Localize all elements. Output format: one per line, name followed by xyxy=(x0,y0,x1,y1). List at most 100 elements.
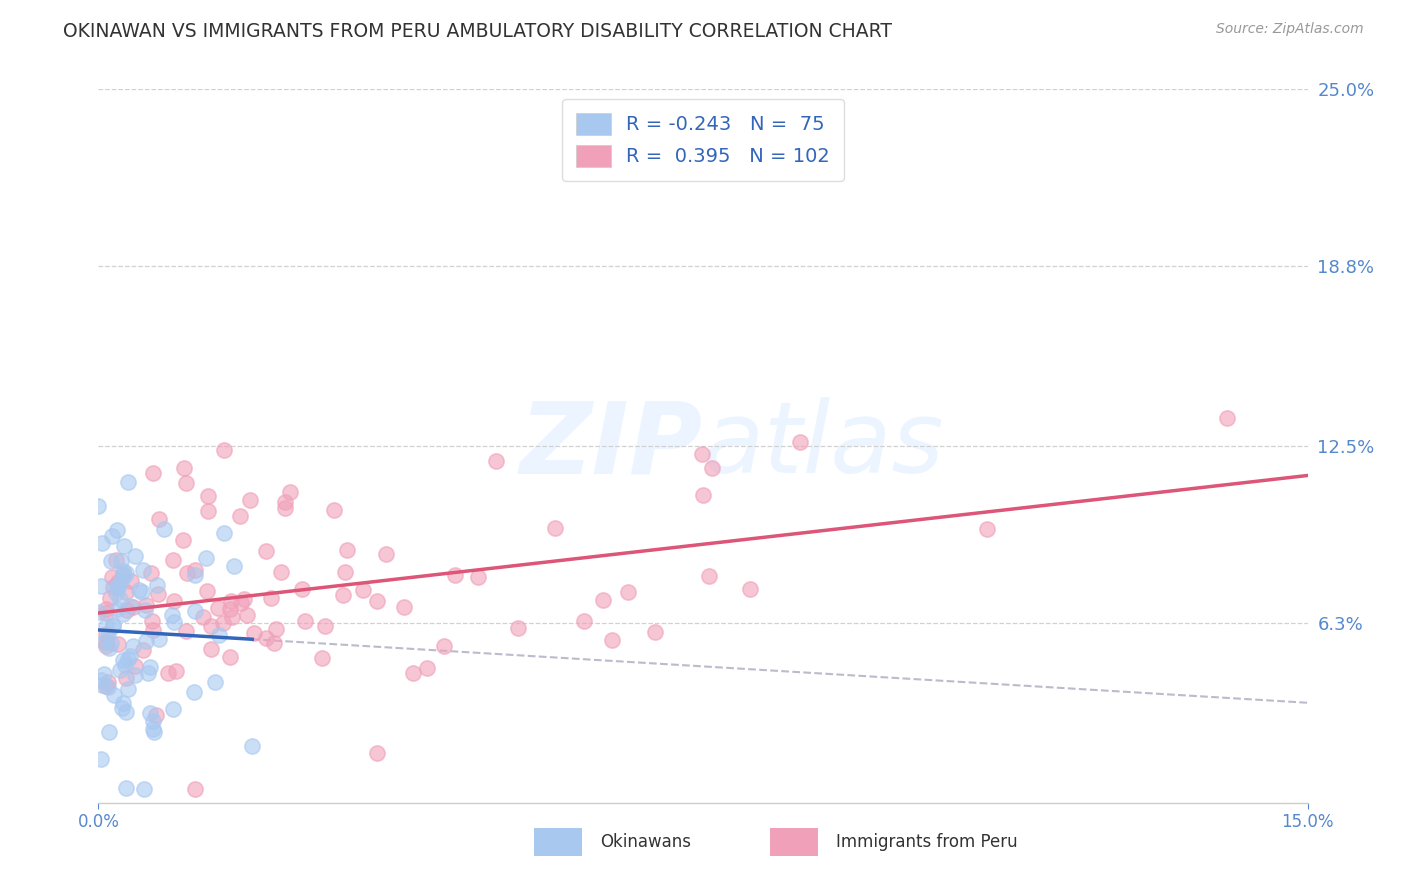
Point xyxy=(212,526,235,541)
Point xyxy=(366,594,388,608)
Point xyxy=(97,628,120,642)
Point xyxy=(195,583,218,598)
Point xyxy=(90,752,112,766)
Point xyxy=(121,599,143,614)
Point xyxy=(115,705,138,719)
Point xyxy=(163,615,186,630)
Point xyxy=(242,625,264,640)
Point xyxy=(219,602,242,616)
Point xyxy=(105,579,128,593)
Point xyxy=(394,600,416,615)
Point xyxy=(98,725,121,739)
Text: Immigrants from Peru: Immigrants from Peru xyxy=(837,833,1018,851)
Point xyxy=(98,640,121,655)
Point xyxy=(96,627,118,641)
Point xyxy=(153,522,176,536)
Point xyxy=(195,550,218,565)
Point xyxy=(174,624,197,639)
Point xyxy=(90,673,112,687)
Point xyxy=(142,714,165,729)
Point xyxy=(375,547,398,561)
Point xyxy=(115,671,138,685)
Point xyxy=(91,536,114,550)
FancyBboxPatch shape xyxy=(534,828,582,856)
Point xyxy=(108,663,131,677)
Point xyxy=(100,554,122,568)
Point xyxy=(162,553,184,567)
Point xyxy=(222,558,245,573)
Point xyxy=(139,706,162,720)
Point xyxy=(118,649,141,664)
Point xyxy=(103,688,125,702)
Point xyxy=(184,604,207,618)
Point xyxy=(214,443,236,458)
Point xyxy=(402,665,425,680)
Point xyxy=(117,475,139,489)
Point xyxy=(110,554,132,568)
Point xyxy=(96,639,118,653)
Point xyxy=(738,582,761,596)
Point xyxy=(135,634,157,648)
Point xyxy=(336,543,359,558)
Point xyxy=(124,668,146,682)
Point xyxy=(112,607,135,621)
Point xyxy=(128,582,150,597)
Point xyxy=(93,667,115,681)
Point xyxy=(333,566,356,580)
Point xyxy=(200,619,222,633)
Point xyxy=(184,568,207,582)
Point xyxy=(311,651,333,665)
Point xyxy=(146,577,169,591)
Point xyxy=(98,591,121,605)
Point xyxy=(239,492,262,507)
Point xyxy=(644,624,666,639)
Point xyxy=(112,653,135,667)
Point xyxy=(105,524,128,538)
Point xyxy=(97,680,120,694)
Point xyxy=(96,635,118,649)
Text: ZIP: ZIP xyxy=(520,398,703,494)
Point xyxy=(544,521,567,535)
Point xyxy=(110,574,132,588)
Point xyxy=(197,489,219,503)
Point xyxy=(131,584,153,599)
Point xyxy=(114,657,136,672)
Point xyxy=(184,563,207,577)
Point xyxy=(107,581,129,595)
Point xyxy=(87,499,110,513)
Point xyxy=(115,603,138,617)
Point xyxy=(274,500,297,515)
Point xyxy=(135,598,157,612)
Point xyxy=(96,606,118,620)
Point xyxy=(121,639,143,653)
Point xyxy=(416,661,439,675)
Point xyxy=(274,495,297,509)
Point xyxy=(160,607,183,622)
Text: Okinawans: Okinawans xyxy=(600,833,692,851)
Point xyxy=(134,781,156,796)
Point xyxy=(114,585,136,599)
Point xyxy=(117,681,139,696)
Point xyxy=(141,614,163,628)
Point xyxy=(163,594,186,608)
Point xyxy=(104,585,127,599)
Point xyxy=(114,781,136,796)
Point xyxy=(90,579,112,593)
Point xyxy=(142,723,165,737)
Point xyxy=(96,619,118,633)
Point xyxy=(212,615,235,630)
Point xyxy=(191,610,214,624)
Text: Source: ZipAtlas.com: Source: ZipAtlas.com xyxy=(1216,22,1364,37)
Point xyxy=(270,565,292,579)
Point xyxy=(101,570,124,584)
Point xyxy=(690,447,713,461)
Point xyxy=(132,563,155,577)
Point xyxy=(107,574,129,589)
Point xyxy=(976,522,998,536)
Point xyxy=(197,504,219,518)
Point xyxy=(232,591,254,606)
Point xyxy=(697,569,720,583)
Point xyxy=(148,632,170,646)
Point xyxy=(139,566,162,580)
Point xyxy=(278,484,301,499)
